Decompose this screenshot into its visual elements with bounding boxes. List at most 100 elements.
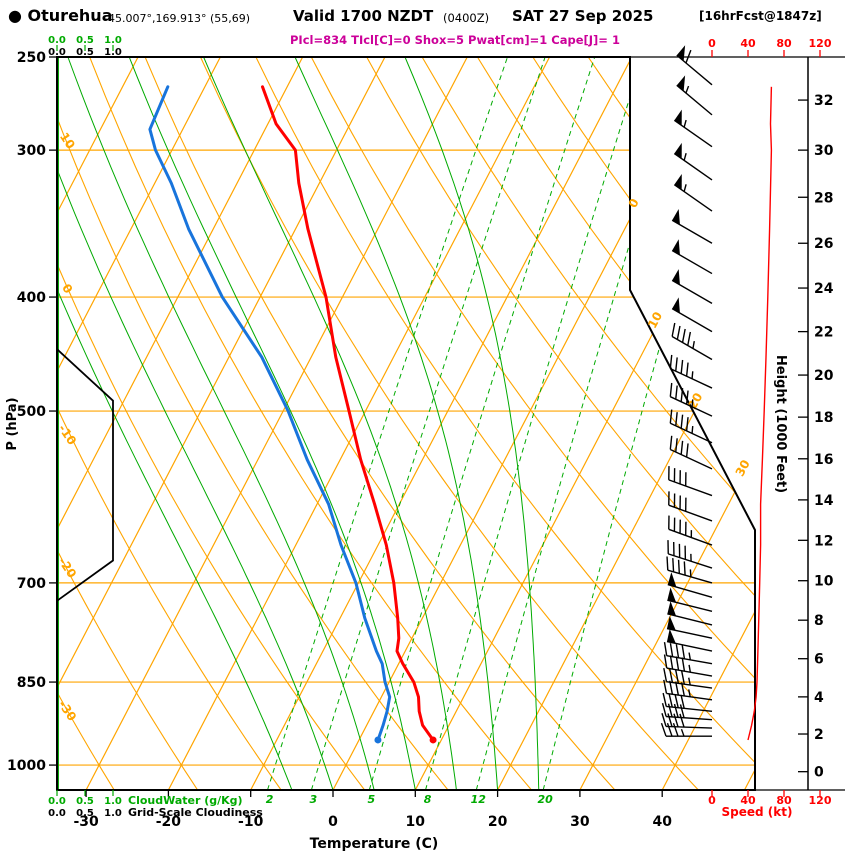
svg-text:0.5: 0.5 — [76, 47, 94, 58]
svg-text:-20: -20 — [156, 814, 182, 830]
svg-text:12: 12 — [814, 533, 833, 549]
svg-text:40: 40 — [740, 37, 756, 50]
svg-text:-10: -10 — [238, 814, 264, 830]
svg-text:0.5: 0.5 — [76, 796, 94, 807]
svg-text:80: 80 — [776, 37, 792, 50]
moist-adiabat-lines — [57, 57, 540, 790]
svg-text:CloudWater (g/Kg): CloudWater (g/Kg) — [128, 794, 243, 807]
svg-text:20: 20 — [488, 814, 508, 830]
svg-text:0: 0 — [328, 814, 338, 830]
svg-text:0: 0 — [626, 196, 642, 210]
svg-text:14: 14 — [814, 493, 834, 509]
cloud-fraction-curve — [56, 348, 114, 602]
svg-text:1.0: 1.0 — [104, 47, 122, 58]
svg-text:30: 30 — [733, 457, 753, 478]
forecast-info: [16hrFcst@1847z] — [699, 9, 822, 23]
svg-text:400: 400 — [17, 290, 46, 306]
isotherm-lines — [57, 57, 755, 790]
svg-text:0.0: 0.0 — [48, 796, 66, 807]
svg-text:0.0: 0.0 — [48, 35, 66, 46]
mixing-ratio-labels: 2 3 5 8 12 20 — [266, 793, 553, 806]
svg-text:0.0: 0.0 — [48, 808, 66, 819]
cloudiness-scale-top: 0.0 0.5 1.0 — [48, 47, 122, 58]
sounding-indices: PIcl=834 TIcl[C]=0 Shox=5 Pwat[cm]=1 Cap… — [290, 33, 620, 47]
svg-text:1000: 1000 — [7, 758, 46, 774]
svg-text:2: 2 — [814, 727, 824, 743]
dry-adiabat-labels: 10 0 -10 -20 -30 — [55, 130, 79, 724]
svg-text:P (hPa): P (hPa) — [5, 397, 20, 450]
svg-text:10: 10 — [645, 309, 665, 330]
svg-text:Height (1000 Feet): Height (1000 Feet) — [773, 355, 788, 493]
svg-text:0.5: 0.5 — [76, 35, 94, 46]
svg-text:120: 120 — [809, 794, 832, 807]
svg-text:10: 10 — [814, 574, 834, 590]
svg-text:8: 8 — [814, 613, 824, 629]
station-title: ● Oturehua — [8, 6, 113, 25]
svg-text:6: 6 — [814, 652, 824, 668]
temperature-axis: -30 -20 -10 0 10 20 30 40 Temperature (C) — [73, 790, 672, 852]
svg-text:20: 20 — [814, 368, 834, 384]
svg-text:16: 16 — [814, 452, 833, 468]
svg-text:32: 32 — [814, 93, 833, 109]
svg-text:40: 40 — [652, 814, 672, 830]
svg-text:0: 0 — [708, 794, 716, 807]
svg-text:12: 12 — [471, 793, 487, 806]
svg-text:80: 80 — [776, 794, 792, 807]
svg-text:300: 300 — [17, 143, 46, 159]
svg-text:-30: -30 — [73, 814, 99, 830]
svg-text:28: 28 — [814, 190, 833, 206]
cloudwater-scale-top: 0.0 0.5 1.0 — [48, 35, 122, 51]
svg-text:5: 5 — [368, 793, 376, 806]
valid-date: SAT 27 Sep 2025 — [512, 7, 654, 25]
svg-text:3: 3 — [310, 793, 318, 806]
svg-text:10: 10 — [406, 814, 426, 830]
svg-text:250: 250 — [17, 50, 46, 66]
speed-axis-top: 0 40 80 120 — [708, 37, 832, 57]
svg-text:-10: -10 — [55, 422, 79, 448]
svg-text:500: 500 — [17, 404, 46, 420]
wind-barbs — [660, 45, 713, 737]
svg-text:Temperature (C): Temperature (C) — [310, 836, 439, 852]
dewpoint-curve — [148, 85, 392, 744]
station-coords: -45.007°,169.913° (55,69) — [104, 12, 251, 25]
speed-axis-bottom: 0 40 80 120 Speed (kt) — [708, 790, 832, 819]
svg-text:10: 10 — [57, 130, 78, 152]
svg-text:120: 120 — [809, 37, 832, 50]
svg-text:4: 4 — [814, 690, 824, 706]
svg-text:40: 40 — [740, 794, 756, 807]
svg-text:2: 2 — [266, 793, 274, 806]
svg-text:26: 26 — [814, 236, 833, 252]
svg-text:Speed (kt): Speed (kt) — [722, 805, 793, 819]
svg-text:Grid-Scale Cloudiness: Grid-Scale Cloudiness — [128, 806, 263, 819]
svg-text:20: 20 — [538, 793, 554, 806]
pressure-gridlines — [57, 149, 755, 766]
svg-text:-30: -30 — [55, 698, 79, 724]
svg-text:850: 850 — [17, 675, 46, 691]
svg-text:1.0: 1.0 — [104, 808, 122, 819]
svg-text:0: 0 — [708, 37, 716, 50]
svg-text:0.5: 0.5 — [76, 808, 94, 819]
svg-text:18: 18 — [814, 410, 833, 426]
svg-text:8: 8 — [424, 793, 432, 806]
svg-text:-20: -20 — [55, 555, 79, 581]
svg-text:0: 0 — [59, 281, 75, 296]
svg-text:0.0: 0.0 — [48, 47, 66, 58]
svg-text:1.0: 1.0 — [104, 35, 122, 46]
temperature-curve — [261, 85, 437, 744]
svg-text:30: 30 — [814, 143, 834, 159]
valid-time-utc: (0400Z) — [443, 11, 490, 25]
wind-speed-curve — [747, 86, 773, 741]
dry-adiabat-lines — [57, 57, 755, 790]
svg-text:0: 0 — [814, 765, 824, 781]
cloudwater-scale-bottom: 0.0 0.5 1.0 CloudWater (g/Kg) — [48, 790, 243, 807]
svg-text:22: 22 — [814, 325, 833, 341]
svg-text:30: 30 — [570, 814, 590, 830]
valid-time: Valid 1700 NZDT — [293, 7, 434, 25]
svg-text:700: 700 — [17, 576, 46, 592]
svg-text:1.0: 1.0 — [104, 796, 122, 807]
svg-text:24: 24 — [814, 281, 834, 297]
